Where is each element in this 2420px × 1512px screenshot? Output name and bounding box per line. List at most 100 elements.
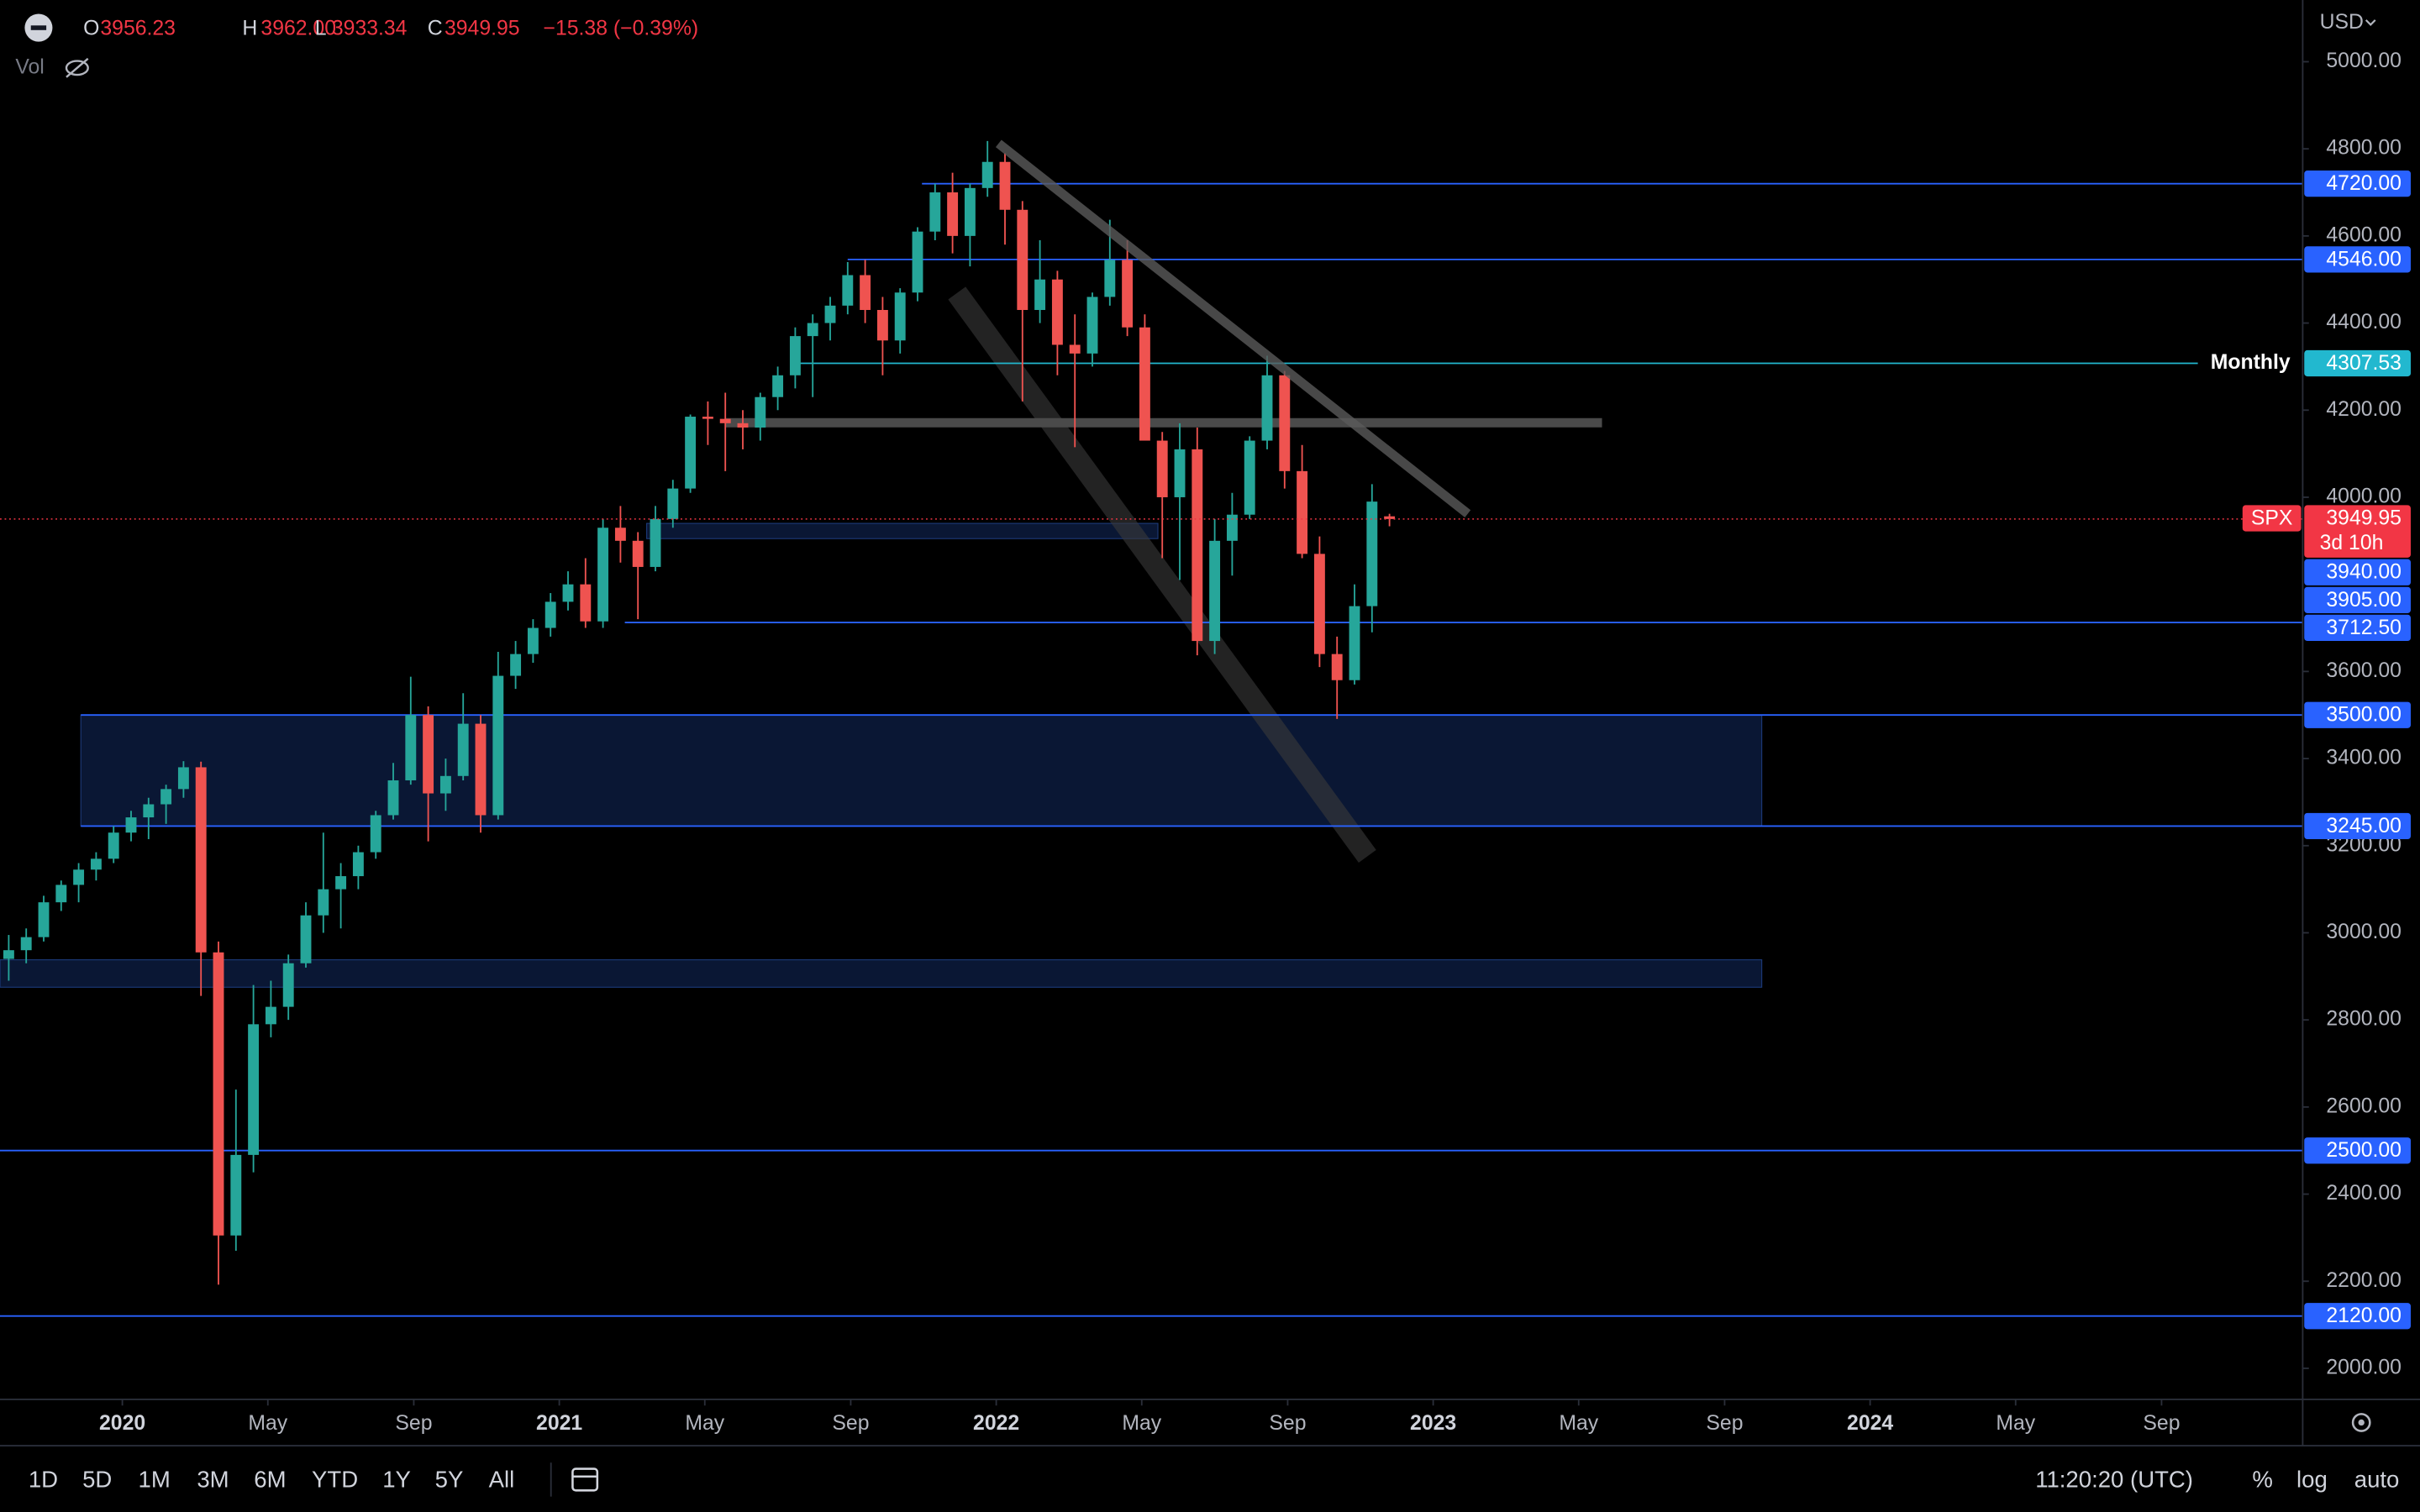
candle-body (772, 375, 784, 397)
candle-body (614, 528, 626, 541)
y-tick-label: 3600.00 (2326, 659, 2402, 682)
range-button[interactable]: 6M (254, 1467, 286, 1493)
clock[interactable]: 11:20:20 (UTC) (2035, 1467, 2193, 1493)
candle-body (580, 584, 592, 622)
legend-value: 3956.23 (100, 17, 176, 39)
level-label-box (2304, 701, 2411, 728)
x-tick-label: May (1996, 1412, 2035, 1435)
candle-body (457, 723, 469, 776)
plot-area (0, 139, 2303, 1317)
range-button[interactable]: 5Y (435, 1467, 464, 1493)
candle-body (510, 654, 522, 676)
candle-body (876, 310, 888, 341)
range-button[interactable]: 5D (82, 1467, 112, 1493)
level-label: 2500.00 (2326, 1139, 2402, 1162)
candle-body (1122, 260, 1134, 328)
candle-body (685, 417, 697, 489)
time-axis: 2020 May Sep 2021 May Sep 2022 May Sep 2023 May Sep… (99, 1399, 2180, 1435)
candle-body (213, 952, 224, 1236)
candle-body (824, 305, 836, 323)
legend-key: O (83, 17, 99, 39)
legend-key: H (242, 17, 257, 39)
option-button[interactable]: % (2252, 1467, 2273, 1493)
candle-body (1366, 501, 1378, 606)
x-tick-label: Sep (2143, 1412, 2180, 1435)
option-button[interactable]: log (2296, 1467, 2328, 1493)
x-tick-label: Sep (832, 1412, 869, 1435)
candle-body (108, 832, 119, 859)
level-label-box (2304, 812, 2411, 840)
candle-body (999, 161, 1011, 210)
candle-body (544, 601, 556, 628)
candle-body (1244, 440, 1255, 515)
candle-body (423, 715, 434, 794)
candle-body (90, 858, 102, 870)
candle-body (807, 323, 818, 337)
x-tick-label: 2020 (99, 1412, 145, 1435)
settings-icon[interactable] (2351, 1413, 2371, 1432)
candle-body (737, 423, 749, 428)
candle-body (719, 418, 731, 423)
price-label-box (2304, 505, 2411, 558)
y-tick-label: 2000.00 (2326, 1356, 2402, 1378)
range-button[interactable]: YTD (312, 1467, 358, 1493)
range-button[interactable]: All (489, 1467, 515, 1493)
level-label: 2120.00 (2326, 1305, 2402, 1327)
y-tick-label: 4800.00 (2326, 137, 2402, 160)
x-tick-label: May (685, 1412, 724, 1435)
candle-body (1297, 470, 1308, 554)
candle-body (894, 292, 906, 341)
candle-body (439, 775, 451, 794)
date-range-icon[interactable] (571, 1467, 599, 1492)
legend-key: C (428, 17, 443, 39)
currency-selector[interactable]: USD (2320, 11, 2364, 34)
zone (80, 714, 1763, 827)
option-button[interactable]: auto (2354, 1467, 2400, 1493)
levels (0, 182, 2303, 1317)
candle-body (405, 715, 417, 780)
x-tick-label: May (1122, 1412, 1161, 1435)
candle-body (964, 187, 976, 236)
candle-body (387, 780, 399, 816)
level-label-box (2304, 1137, 2411, 1164)
volume-label: Vol (15, 55, 44, 78)
range-button[interactable]: 1D (29, 1467, 58, 1493)
range-button[interactable]: 1M (139, 1467, 171, 1493)
candle-body (3, 950, 14, 959)
candle-body (860, 275, 871, 311)
candle-body (1086, 297, 1098, 354)
candles (3, 140, 1396, 1285)
currency-caret (2365, 19, 2376, 26)
range-button[interactable]: 1Y (382, 1467, 411, 1493)
candle-body (562, 584, 574, 602)
level-label: 3712.50 (2326, 617, 2402, 639)
candle-body (1313, 554, 1325, 654)
candle-body (1174, 449, 1186, 497)
x-tick-label: May (248, 1412, 287, 1435)
candle-body (1069, 344, 1081, 354)
x-tick-label: May (1559, 1412, 1598, 1435)
level-label: 4546.00 (2326, 248, 2402, 270)
range-button[interactable]: 3M (197, 1467, 229, 1493)
trend-line-drawing (995, 139, 1471, 517)
price-label: 3949.95 (2326, 507, 2402, 529)
y-tick-label: 3400.00 (2326, 747, 2402, 769)
candle-body (55, 885, 67, 903)
level-label: 4720.00 (2326, 172, 2402, 195)
level-label-box (2304, 246, 2411, 273)
candle-body (789, 336, 801, 375)
candle-body (1384, 516, 1396, 519)
y-tick-label: 4000.00 (2326, 486, 2402, 508)
x-tick-label: 2024 (1847, 1412, 1893, 1435)
candle-body (667, 488, 679, 519)
hide-volume-icon[interactable] (65, 57, 89, 78)
price-labels: 4720.00 4546.00 4307.53 3949.95 3d 10h SPX 394… (2242, 171, 2411, 1330)
y-tick-label: 2200.00 (2326, 1269, 2402, 1292)
candle-body (265, 1006, 276, 1025)
y-tick-label: 2600.00 (2326, 1095, 2402, 1117)
candle-body (632, 540, 644, 567)
candle-body (160, 789, 172, 805)
candle-body (947, 192, 959, 236)
